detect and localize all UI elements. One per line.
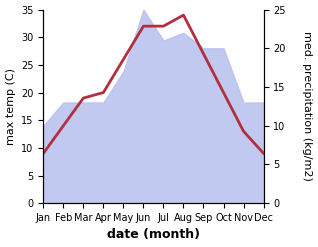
X-axis label: date (month): date (month): [107, 228, 200, 242]
Y-axis label: max temp (C): max temp (C): [5, 68, 16, 145]
Y-axis label: med. precipitation (kg/m2): med. precipitation (kg/m2): [302, 31, 313, 181]
